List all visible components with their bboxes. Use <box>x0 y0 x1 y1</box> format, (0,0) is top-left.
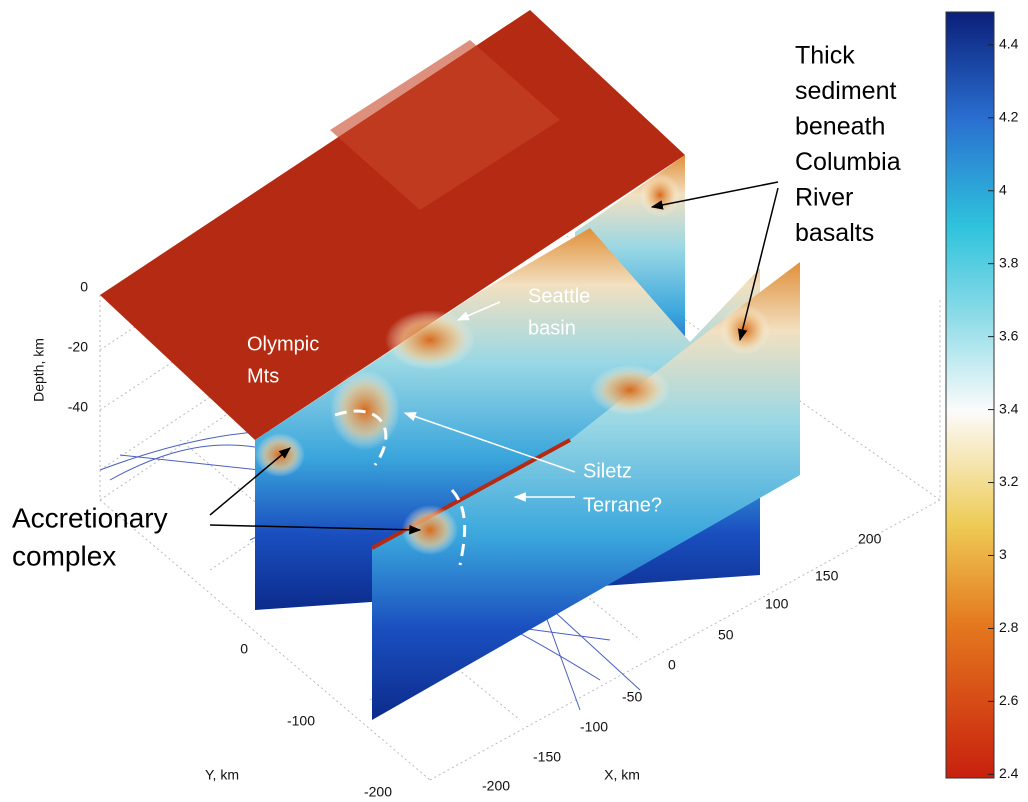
x-tick-label: 100 <box>765 596 789 612</box>
y-tick-label: -200 <box>364 784 392 800</box>
colorbar-tick-label: 3.4 <box>999 400 1019 416</box>
cross-section <box>372 262 800 720</box>
depth-tick-label: -20 <box>68 339 88 355</box>
depth-axis-label: Depth, km <box>31 338 47 402</box>
labels: 0 -20 -40 0 -100 -200 200 150 100 50 0 -50 -100 -150 -… <box>12 42 901 800</box>
annotation: sediment <box>795 77 896 105</box>
annotation: Olympic <box>247 333 319 355</box>
annotation: Columbia <box>795 148 901 176</box>
annotation: basin <box>528 317 576 339</box>
x-tick-label: 50 <box>718 627 734 643</box>
x-tick-label: -50 <box>622 689 642 705</box>
colorbar-tick-label: 3 <box>999 546 1007 562</box>
terrain-relief <box>330 40 560 210</box>
colorbar-tick-label: 3.6 <box>999 327 1019 343</box>
colorbar-tick-label: 3.8 <box>999 254 1019 270</box>
annotation-arrows <box>209 181 779 535</box>
colorbar-tick-label: 4.2 <box>999 108 1019 124</box>
colorbar-tick-label: 2.8 <box>999 619 1019 635</box>
y-axis-label: Y, km <box>205 767 239 783</box>
x-axis-label: X, km <box>604 767 640 783</box>
annotation: complex <box>12 540 116 571</box>
annotation: Accretionary <box>12 502 168 533</box>
annotation: Mts <box>247 365 279 387</box>
colorbar-ticks: 2.4 2.6 2.8 3 3.2 3.4 3.6 3.8 4 4.2 4.4 <box>988 36 1019 781</box>
colorbar-tick-label: 3.2 <box>999 473 1019 489</box>
x-tick-label: -100 <box>580 719 608 735</box>
colorbar-tick-label: 2.4 <box>999 765 1019 781</box>
depth-tick-label: 0 <box>80 279 88 295</box>
x-tick-label: -200 <box>482 778 510 794</box>
x-tick-label: 200 <box>858 531 882 547</box>
colorbar-tick-label: 2.6 <box>999 692 1019 708</box>
annotation: River <box>795 184 853 212</box>
depth-tick-label: -40 <box>68 399 88 415</box>
x-tick-label: -150 <box>533 749 561 765</box>
colorbar <box>945 11 995 779</box>
annotation: Seattle <box>528 285 590 307</box>
velocity-anomalies <box>255 173 770 555</box>
dashed-outline <box>334 409 467 566</box>
annotation: Siletz <box>583 460 632 482</box>
y-tick-label: -100 <box>287 713 315 729</box>
annotation: beneath <box>795 113 885 141</box>
colorbar-tick-label: 4 <box>999 181 1007 197</box>
x-tick-label: 150 <box>815 568 839 584</box>
annotation: basalts <box>795 219 874 247</box>
x-tick-label: 0 <box>668 657 676 673</box>
y-tick-label: 0 <box>240 641 248 657</box>
colorbar-tick-label: 4.4 <box>999 36 1019 52</box>
annotation: Terrane? <box>583 494 662 516</box>
annotation: Thick <box>795 42 855 70</box>
